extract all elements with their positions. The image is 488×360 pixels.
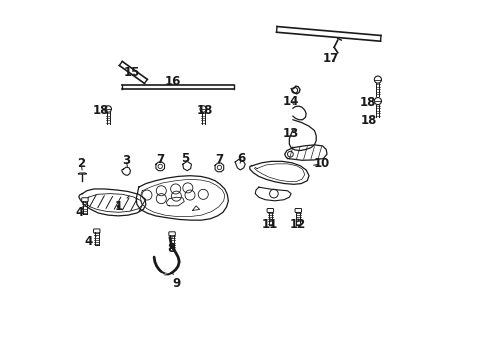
FancyBboxPatch shape [266,208,273,212]
Text: 18: 18 [93,104,109,117]
FancyBboxPatch shape [81,198,88,202]
Text: 18: 18 [360,114,377,127]
Polygon shape [235,159,244,170]
Text: 12: 12 [289,218,305,231]
FancyBboxPatch shape [294,208,301,212]
Circle shape [200,106,206,112]
Text: 4: 4 [75,206,83,219]
Polygon shape [284,145,326,160]
Text: 7: 7 [215,153,223,166]
Text: 11: 11 [261,218,277,231]
Circle shape [374,76,381,83]
Polygon shape [276,27,380,41]
FancyBboxPatch shape [93,229,100,233]
Polygon shape [249,161,308,184]
Polygon shape [292,106,305,120]
Polygon shape [79,189,145,216]
Text: 5: 5 [181,152,189,165]
Text: 7: 7 [156,153,164,166]
Polygon shape [122,167,130,175]
Text: 18: 18 [359,96,375,109]
Polygon shape [122,85,233,89]
Text: 15: 15 [123,66,140,79]
Text: 4: 4 [84,235,97,248]
Polygon shape [215,163,223,172]
Text: 6: 6 [236,152,244,165]
Polygon shape [119,62,147,84]
Text: 8: 8 [166,237,175,255]
Polygon shape [78,173,86,174]
Circle shape [374,98,381,105]
Text: 17: 17 [322,51,338,64]
Polygon shape [136,176,228,220]
Polygon shape [289,120,316,150]
Polygon shape [192,206,199,211]
Polygon shape [183,161,191,171]
Text: 10: 10 [313,157,329,170]
Text: 14: 14 [283,95,299,108]
Text: 1: 1 [114,196,129,213]
Circle shape [105,106,111,112]
Text: 18: 18 [197,104,213,117]
Text: 9: 9 [172,273,180,291]
Polygon shape [255,187,290,201]
Text: 16: 16 [164,75,181,88]
Text: 13: 13 [283,127,299,140]
Text: 3: 3 [122,154,130,167]
Text: 2: 2 [77,157,85,170]
FancyBboxPatch shape [168,232,175,236]
Polygon shape [156,162,164,171]
